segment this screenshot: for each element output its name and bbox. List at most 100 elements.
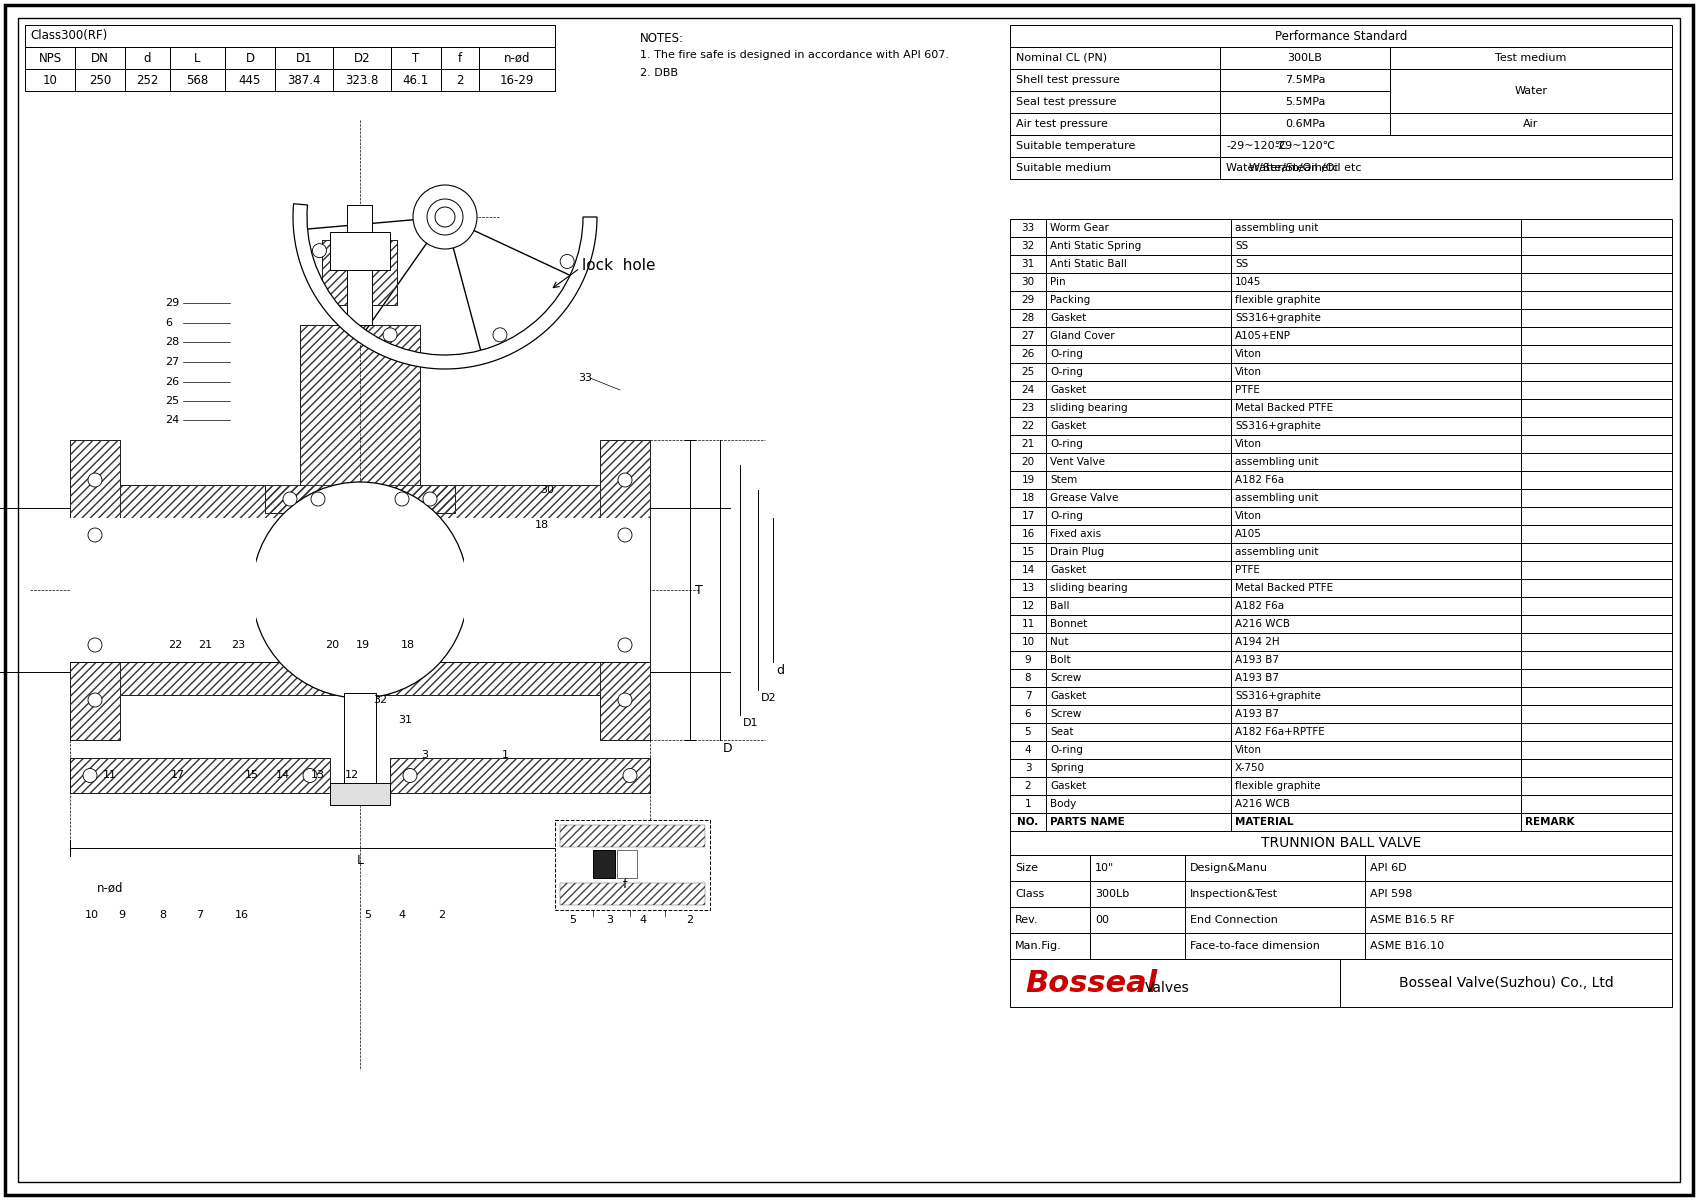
Bar bbox=[1010, 778, 1046, 794]
Text: 21: 21 bbox=[1022, 439, 1034, 449]
Bar bbox=[1365, 881, 1673, 907]
Bar bbox=[1219, 91, 1391, 113]
Text: Viton: Viton bbox=[1234, 439, 1262, 449]
Text: Man.Fig.: Man.Fig. bbox=[1015, 941, 1061, 950]
Text: Test medium: Test medium bbox=[1496, 53, 1567, 62]
Bar bbox=[1521, 362, 1673, 382]
Text: 252: 252 bbox=[136, 73, 158, 86]
Text: Air: Air bbox=[1523, 119, 1538, 128]
Bar bbox=[1521, 578, 1673, 596]
Text: Stem: Stem bbox=[1049, 475, 1077, 485]
Bar bbox=[1231, 398, 1521, 416]
Bar bbox=[1046, 634, 1231, 650]
Bar bbox=[1231, 650, 1521, 670]
Bar bbox=[70, 758, 329, 793]
Bar bbox=[479, 47, 555, 68]
Text: Spring: Spring bbox=[1049, 763, 1083, 773]
Text: Seal test pressure: Seal test pressure bbox=[1015, 97, 1117, 107]
Bar bbox=[121, 485, 599, 695]
Bar bbox=[323, 240, 397, 305]
Text: 20: 20 bbox=[1022, 457, 1034, 467]
Text: 9: 9 bbox=[119, 910, 126, 920]
Circle shape bbox=[560, 254, 574, 269]
Circle shape bbox=[618, 528, 632, 542]
Text: T: T bbox=[413, 52, 419, 65]
Bar bbox=[441, 47, 479, 68]
Text: Performance Standard: Performance Standard bbox=[1275, 30, 1408, 42]
Bar bbox=[1231, 778, 1521, 794]
Text: Inspection&Test: Inspection&Test bbox=[1190, 889, 1279, 899]
Text: f: f bbox=[458, 52, 462, 65]
Text: 31: 31 bbox=[397, 715, 413, 725]
Circle shape bbox=[396, 492, 409, 506]
Text: A105: A105 bbox=[1234, 529, 1262, 539]
Bar bbox=[1521, 382, 1673, 398]
Text: 18: 18 bbox=[401, 640, 414, 650]
Bar bbox=[1185, 881, 1365, 907]
Text: sliding bearing: sliding bearing bbox=[1049, 403, 1127, 413]
Text: Nominal CL (PN): Nominal CL (PN) bbox=[1015, 53, 1107, 62]
Bar bbox=[1010, 722, 1046, 740]
Text: Metal Backed PTFE: Metal Backed PTFE bbox=[1234, 403, 1333, 413]
Bar bbox=[1046, 560, 1231, 578]
Bar bbox=[1391, 157, 1673, 179]
Bar bbox=[391, 758, 650, 793]
Text: 1045: 1045 bbox=[1234, 277, 1262, 287]
Bar bbox=[1231, 526, 1521, 542]
Text: d: d bbox=[144, 52, 151, 65]
Text: PTFE: PTFE bbox=[1234, 565, 1260, 575]
Text: A216 WCB: A216 WCB bbox=[1234, 619, 1290, 629]
Bar bbox=[329, 782, 391, 805]
Text: 28: 28 bbox=[165, 337, 180, 347]
Text: 1: 1 bbox=[1024, 799, 1031, 809]
Bar bbox=[1010, 542, 1046, 560]
Text: 300LB: 300LB bbox=[1287, 53, 1323, 62]
Text: A193 B7: A193 B7 bbox=[1234, 709, 1279, 719]
Bar bbox=[1231, 346, 1521, 362]
Text: 33: 33 bbox=[577, 373, 593, 383]
Bar bbox=[1521, 272, 1673, 290]
Bar bbox=[1010, 47, 1219, 68]
Bar bbox=[1010, 434, 1046, 452]
Text: A193 B7: A193 B7 bbox=[1234, 655, 1279, 665]
Bar bbox=[121, 485, 599, 695]
Text: 31: 31 bbox=[1022, 259, 1034, 269]
Wedge shape bbox=[294, 204, 598, 368]
Text: Gland Cover: Gland Cover bbox=[1049, 331, 1114, 341]
Text: SS: SS bbox=[1234, 259, 1248, 269]
Bar bbox=[1010, 830, 1673, 854]
Bar bbox=[391, 68, 441, 91]
Circle shape bbox=[302, 768, 318, 782]
Text: 19: 19 bbox=[1022, 475, 1034, 485]
Bar bbox=[1231, 614, 1521, 634]
Bar bbox=[1391, 113, 1673, 134]
Text: 26: 26 bbox=[1022, 349, 1034, 359]
Text: L: L bbox=[357, 853, 363, 866]
Circle shape bbox=[402, 768, 418, 782]
Text: Gasket: Gasket bbox=[1049, 421, 1087, 431]
Circle shape bbox=[88, 692, 102, 707]
Text: flexible graphite: flexible graphite bbox=[1234, 781, 1321, 791]
Bar bbox=[258, 520, 295, 540]
Bar bbox=[1010, 794, 1046, 814]
Text: X-750: X-750 bbox=[1234, 763, 1265, 773]
Text: assembling unit: assembling unit bbox=[1234, 547, 1318, 557]
Bar bbox=[1521, 254, 1673, 272]
Text: Viton: Viton bbox=[1234, 511, 1262, 521]
Text: 2: 2 bbox=[438, 910, 445, 920]
Text: Anti Static Spring: Anti Static Spring bbox=[1049, 241, 1141, 251]
Bar bbox=[1010, 470, 1046, 490]
Text: 3: 3 bbox=[421, 750, 428, 760]
Bar bbox=[1340, 959, 1673, 1007]
Bar bbox=[1521, 778, 1673, 794]
Circle shape bbox=[618, 692, 632, 707]
Text: Vent Valve: Vent Valve bbox=[1049, 457, 1105, 467]
Text: SS316+graphite: SS316+graphite bbox=[1234, 313, 1321, 323]
Bar bbox=[1010, 634, 1046, 650]
Text: Gasket: Gasket bbox=[1049, 385, 1087, 395]
Bar bbox=[1046, 434, 1231, 452]
Text: Air test pressure: Air test pressure bbox=[1015, 119, 1107, 128]
Text: Suitable medium: Suitable medium bbox=[1015, 163, 1110, 173]
Circle shape bbox=[492, 328, 508, 342]
Circle shape bbox=[88, 528, 102, 542]
